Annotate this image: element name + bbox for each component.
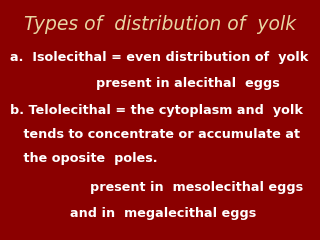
Text: a.  Isolecithal = even distribution of  yolk: a. Isolecithal = even distribution of yo… — [10, 51, 308, 64]
Text: and in  megalecithal eggs: and in megalecithal eggs — [70, 207, 257, 220]
Text: Types of  distribution of  yolk: Types of distribution of yolk — [24, 14, 296, 34]
Text: present in  mesolecithal eggs: present in mesolecithal eggs — [90, 181, 303, 194]
Text: the oposite  poles.: the oposite poles. — [10, 152, 157, 165]
Text: b. Telolecithal = the cytoplasm and  yolk: b. Telolecithal = the cytoplasm and yolk — [10, 104, 302, 117]
Text: present in alecithal  eggs: present in alecithal eggs — [96, 78, 280, 90]
Text: tends to concentrate or accumulate at: tends to concentrate or accumulate at — [10, 128, 300, 141]
